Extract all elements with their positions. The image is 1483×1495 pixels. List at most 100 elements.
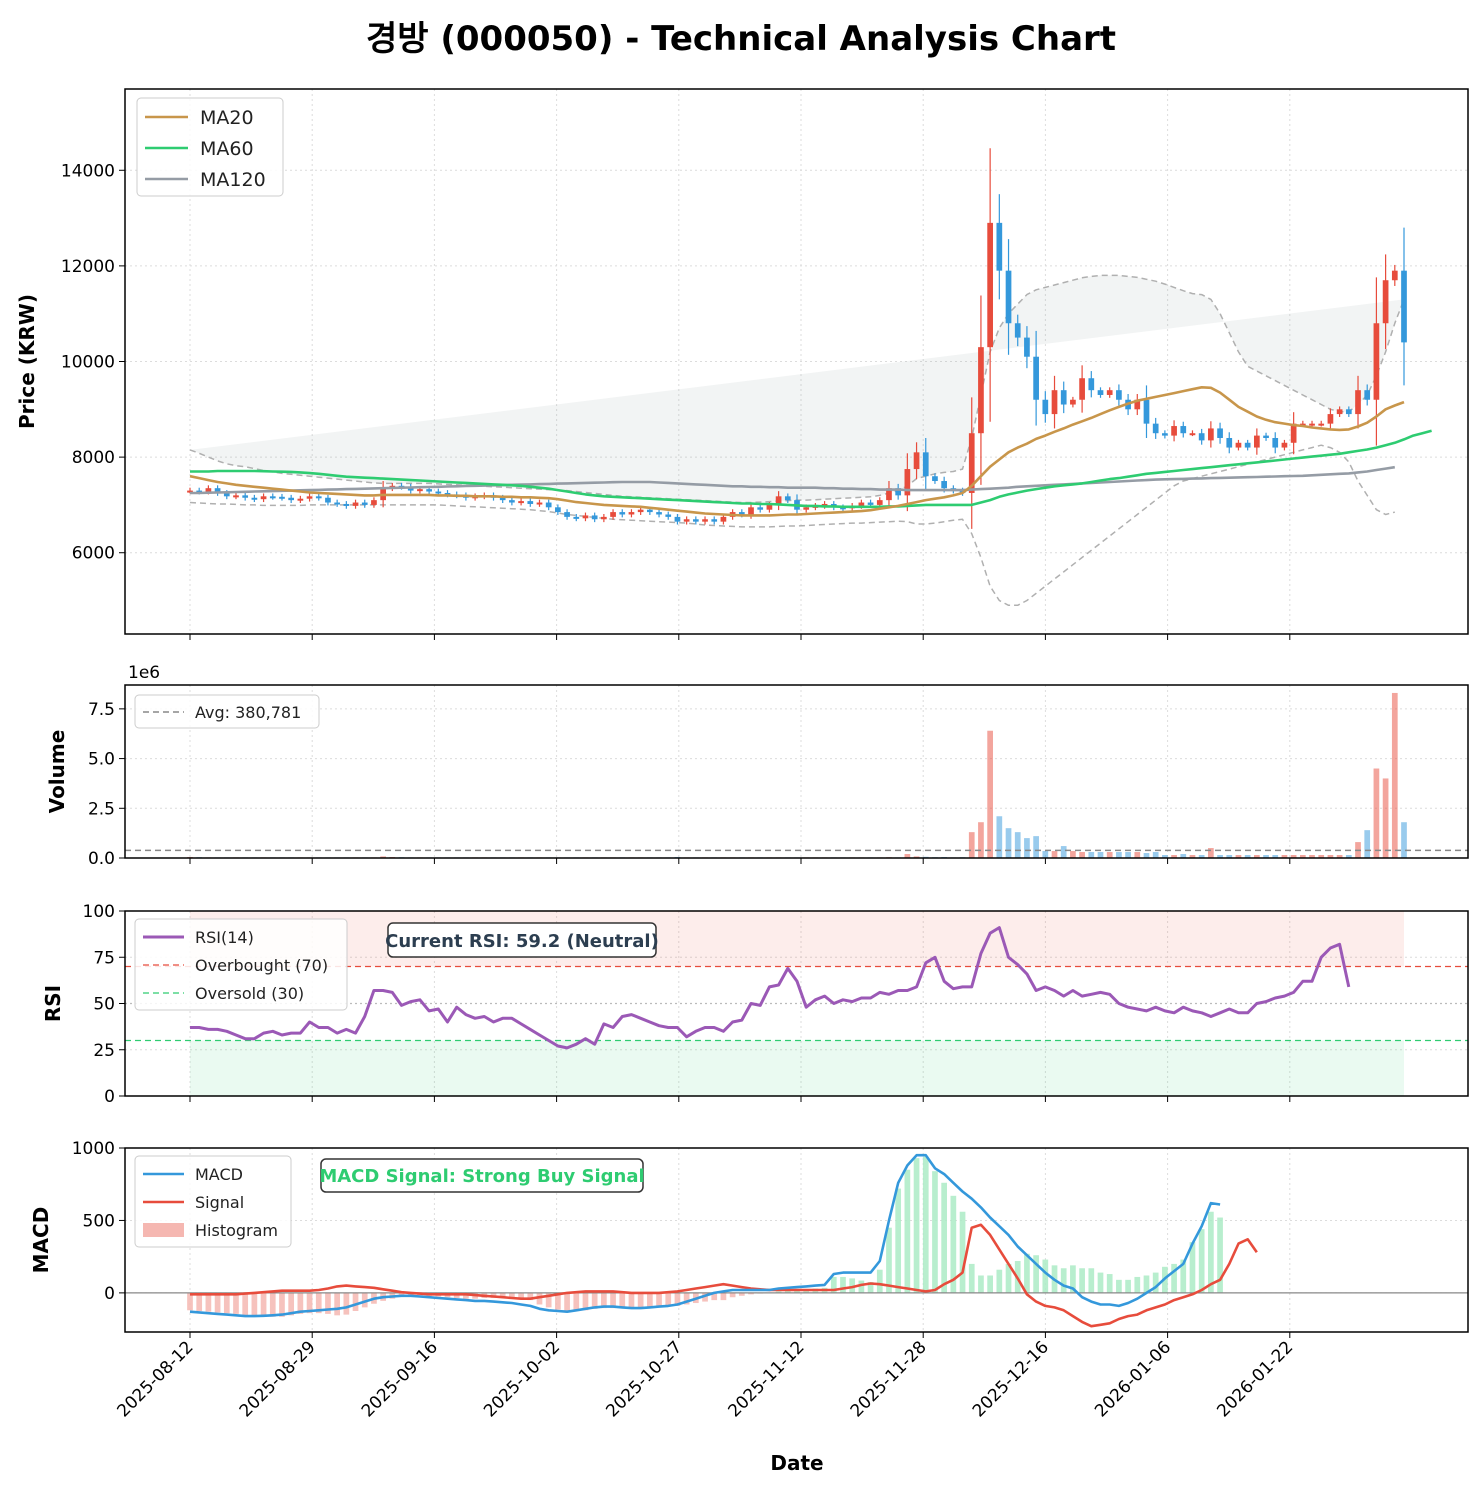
macd-annotation: MACD Signal: Strong Buy Signal <box>319 1158 645 1193</box>
macd-histogram-bar <box>205 1292 212 1312</box>
candle-body <box>1272 437 1279 448</box>
macd-histogram-bar <box>959 1211 966 1293</box>
macd-histogram-bar <box>775 1291 782 1293</box>
price-legend: MA20 MA60 MA120 <box>136 97 284 197</box>
legend-box <box>134 918 348 1011</box>
candle-body <box>1391 270 1398 281</box>
volume-bar <box>1097 852 1104 858</box>
candle-body <box>582 515 589 519</box>
macd-histogram-bar <box>196 1292 203 1311</box>
x-tick-label: 2026-01-06 <box>1091 1337 1175 1421</box>
candle-body <box>1134 399 1141 410</box>
candle-body <box>1143 399 1150 424</box>
candle-body <box>361 502 368 505</box>
overbought-zone <box>190 911 1404 967</box>
volume-bar <box>996 816 1003 858</box>
candle-body <box>499 497 506 501</box>
y-tick-label: 2.5 <box>88 799 115 819</box>
candle-body <box>610 512 616 517</box>
macd-histogram-bar <box>1125 1279 1131 1293</box>
y-tick-label: 6000 <box>72 544 115 564</box>
volume-bar <box>1226 855 1233 858</box>
volume-bar <box>1042 851 1049 858</box>
volume-bar <box>1299 855 1306 858</box>
legend-entry: MA120 <box>200 169 266 191</box>
candle-body <box>260 496 267 500</box>
volume-panel: 0.0 2.5 5.0 7.5 1e6 Volume Avg: 380,781 <box>45 663 1469 869</box>
candle-body <box>886 488 892 501</box>
candle-body <box>757 507 764 510</box>
macd-histogram-bar <box>361 1292 368 1308</box>
volume-bar <box>1244 855 1251 858</box>
macd-legend: MACD Signal Histogram <box>134 1155 292 1248</box>
macd-histogram-bar <box>325 1292 331 1314</box>
macd-histogram-bar <box>886 1227 892 1293</box>
volume-bar <box>1391 692 1398 858</box>
macd-histogram-bar <box>573 1292 580 1311</box>
candle-body <box>968 433 975 493</box>
macd-histogram-bar <box>784 1290 791 1293</box>
macd-histogram-bar <box>1198 1229 1205 1293</box>
macd-histogram-bar <box>876 1269 883 1293</box>
candle-body <box>1226 437 1233 448</box>
macd-histogram-bar <box>1097 1272 1104 1293</box>
candle-body <box>738 512 745 515</box>
candle-body <box>601 516 607 520</box>
y-tick-label: 8000 <box>72 448 115 468</box>
macd-annotation-text: MACD Signal: Strong Buy Signal <box>319 1166 644 1187</box>
macd-histogram-bar <box>840 1276 846 1293</box>
candle-body <box>628 512 635 515</box>
macd-histogram-bar <box>555 1292 561 1310</box>
candle-body <box>555 507 561 513</box>
candle-body <box>371 500 377 505</box>
candle-body <box>187 490 193 493</box>
candle-body <box>435 491 442 494</box>
macd-histogram-bar <box>849 1278 856 1293</box>
macd-histogram-bar <box>729 1292 736 1298</box>
volume-bar <box>1345 855 1352 858</box>
macd-histogram-bar <box>315 1292 322 1314</box>
macd-histogram-bar <box>536 1292 543 1305</box>
volume-bar <box>1272 855 1279 858</box>
macd-histogram-bar <box>499 1292 506 1298</box>
candle-body <box>766 504 773 510</box>
candle-body <box>711 519 718 522</box>
macd-histogram-bar <box>738 1292 745 1296</box>
rsi-legend: RSI(14) Overbought (70) Oversold (30) <box>134 918 348 1011</box>
volume-bar <box>987 730 993 858</box>
volume-bar <box>1235 855 1242 858</box>
candle-body <box>932 476 938 482</box>
x-axis-label: Date <box>770 1451 823 1475</box>
macd-histogram-bar <box>1143 1275 1150 1293</box>
x-tick-label: 2025-08-12 <box>114 1337 198 1421</box>
candle-body <box>352 502 359 506</box>
ma120-line <box>190 465 1395 495</box>
legend-entry: RSI(14) <box>195 928 254 947</box>
candle-body <box>1327 414 1334 424</box>
candle-body <box>775 496 782 505</box>
candle-body <box>251 497 258 500</box>
candle-body <box>1263 435 1269 438</box>
panel-frame <box>124 1147 1469 1333</box>
macd-histogram-bar <box>968 1263 975 1293</box>
candle-body <box>1336 409 1343 415</box>
y-tick-label: 0 <box>104 1284 115 1304</box>
candle-body <box>656 512 662 515</box>
candle-body <box>1281 442 1288 448</box>
candle-body <box>1235 442 1242 448</box>
y-tick-label: 500 <box>83 1211 115 1231</box>
candle-body <box>1401 270 1407 343</box>
macd-histogram-bar <box>564 1292 570 1312</box>
macd-histogram-bar <box>187 1292 193 1311</box>
y-tick-label: 12000 <box>61 257 115 277</box>
macd-histogram-bar <box>306 1292 313 1314</box>
candle-body <box>591 515 598 520</box>
y-tick-label: 0 <box>104 1087 115 1107</box>
candle-body <box>1097 390 1104 395</box>
macd-histogram-bar <box>996 1269 1003 1293</box>
candle-body <box>840 507 846 510</box>
volume-bar <box>1125 852 1131 858</box>
candle-body <box>205 488 212 492</box>
candle-body <box>1373 323 1380 400</box>
